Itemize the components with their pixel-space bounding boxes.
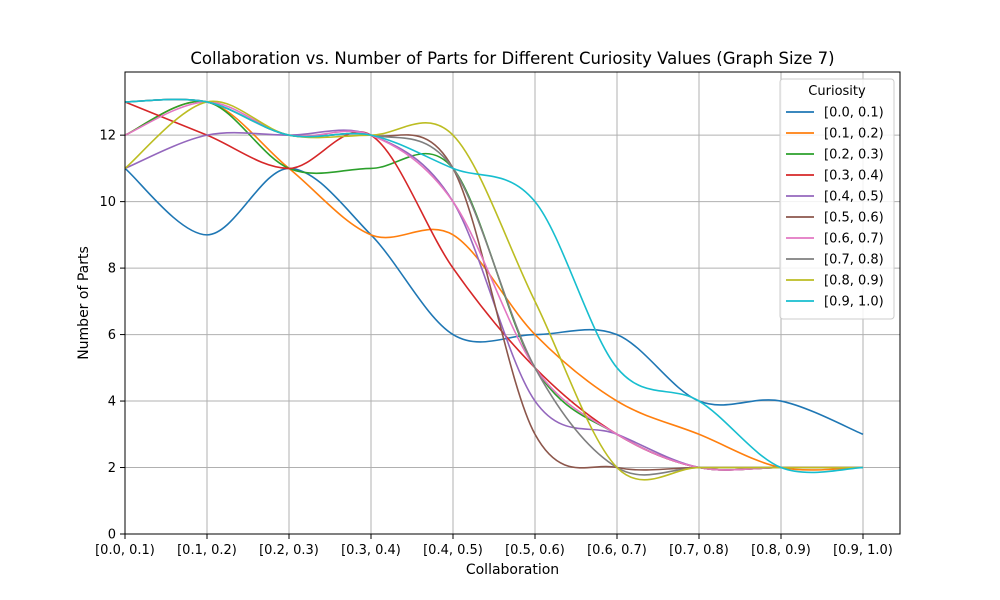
x-axis-label: Collaboration — [466, 562, 559, 578]
legend-entry-8: [0.8, 0.9) — [824, 274, 884, 289]
legend-entry-7: [0.7, 0.8) — [824, 253, 884, 268]
x-tick-label: [0.4, 0.5) — [423, 543, 483, 558]
legend-entry-5: [0.5, 0.6) — [824, 211, 884, 226]
series-line-6 — [124, 101, 863, 471]
series-line-8 — [124, 100, 863, 481]
legend-entry-1: [0.1, 0.2) — [824, 127, 884, 142]
y-axis-label: Number of Parts — [76, 246, 92, 360]
y-tick-label: 8 — [108, 262, 116, 277]
x-tick-label: [0.1, 0.2) — [177, 543, 237, 558]
legend-entry-4: [0.4, 0.5) — [824, 190, 884, 205]
y-tick-label: 4 — [108, 395, 116, 410]
series-line-9 — [124, 98, 864, 474]
y-tick-label: 2 — [108, 461, 116, 476]
y-tick-label: 12 — [99, 129, 116, 144]
x-tick-label: [0.8, 0.9) — [751, 543, 811, 558]
legend-entry-6: [0.6, 0.7) — [824, 232, 884, 247]
legend: Curiosity [0.0, 0.1) [0.1, 0.2) [0.2, 0.3) [… — [779, 78, 895, 320]
x-tick-label: [0.6, 0.7) — [587, 543, 647, 558]
legend-entry-0: [0.0, 0.1) — [824, 106, 884, 121]
y-tick-label: 0 — [108, 528, 116, 543]
series-lines — [124, 98, 864, 481]
legend-title: Curiosity — [808, 84, 866, 99]
plot-frame — [124, 71, 901, 535]
x-tick-label: [0.7, 0.8) — [669, 543, 729, 558]
x-tick-label: [0.9, 1.0) — [833, 543, 893, 558]
legend-entry-3: [0.3, 0.4) — [824, 169, 884, 184]
x-tick-label: [0.0, 0.1) — [95, 543, 155, 558]
x-tick-label: [0.3, 0.4) — [341, 543, 401, 558]
y-tick-label: 10 — [99, 195, 116, 210]
y-tick-label: 6 — [108, 328, 116, 343]
axis-ticks: [0.0, 0.1) [0.1, 0.2) [0.2, 0.3) [0.3, 0.4)… — [95, 129, 893, 558]
series-line-0 — [124, 167, 864, 436]
legend-entry-9: [0.9, 1.0) — [824, 295, 884, 310]
chart-title: Collaboration vs. Number of Parts for Di… — [190, 49, 834, 68]
x-tick-label: [0.2, 0.3) — [259, 543, 319, 558]
legend-entry-2: [0.2, 0.3) — [824, 148, 884, 163]
x-tick-label: [0.5, 0.6) — [505, 543, 565, 558]
